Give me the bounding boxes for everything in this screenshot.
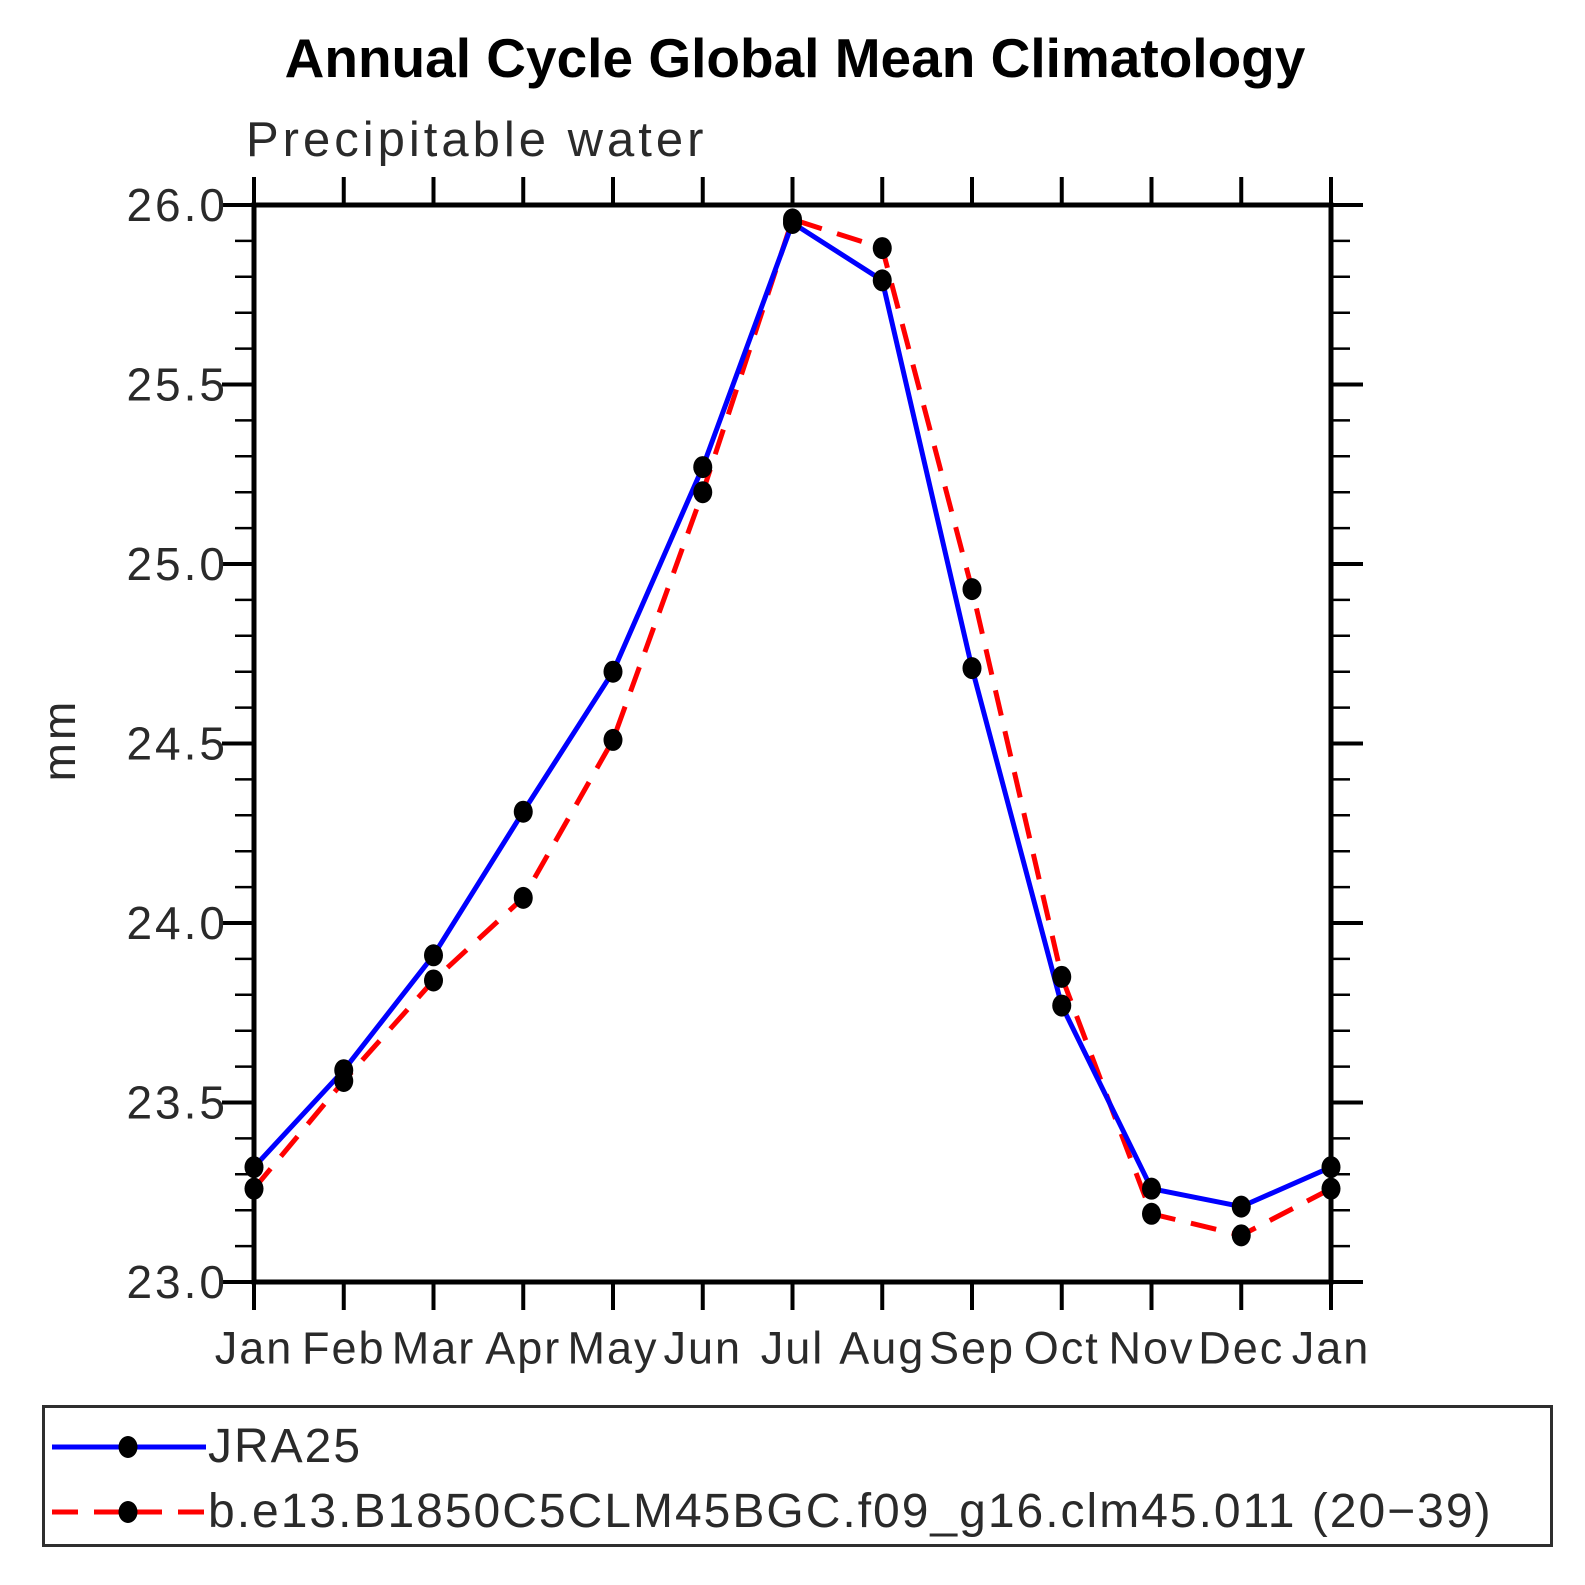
data-point-marker <box>513 886 533 909</box>
data-point-marker <box>693 481 713 504</box>
data-point-marker <box>424 944 443 967</box>
legend-marker <box>118 1501 138 1523</box>
data-point-marker <box>1321 1177 1341 1200</box>
chart-title: Annual Cycle Global Mean Climatology <box>284 27 1306 89</box>
x-axis-tick-label: Apr <box>485 1323 561 1374</box>
data-point-marker <box>334 1059 354 1082</box>
data-point-marker <box>1321 1156 1341 1179</box>
legend-label-jra25: JRA25 <box>208 1420 363 1473</box>
data-point-marker <box>1142 1202 1161 1225</box>
x-axis-tick-label: Jan <box>215 1323 294 1374</box>
y-axis-tick-label: 23.0 <box>126 1256 228 1308</box>
plot-frame <box>251 202 1334 1285</box>
legend-line-swatch-jra25 <box>52 1436 206 1458</box>
data-point-marker <box>603 660 623 683</box>
data-point-marker <box>1231 1224 1251 1247</box>
data-point-marker <box>513 800 533 823</box>
data-point-marker <box>1052 994 1072 1017</box>
series-line-jra25 <box>252 220 1333 1210</box>
legend-label-model: b.e13.B1850C5CLM45BGC.f09_g16.clm45.011 … <box>208 1485 1493 1538</box>
data-point-marker <box>693 456 713 479</box>
series-line-model <box>252 216 1333 1238</box>
x-axis-tick-label: Mar <box>392 1323 476 1374</box>
data-point-marker <box>783 211 802 234</box>
x-axis-tick-label: Jan <box>1292 1323 1371 1374</box>
y-axis-tick-label: 24.5 <box>126 718 228 770</box>
x-axis-tick-label: Nov <box>1108 1323 1194 1374</box>
x-axis-tick-label: Dec <box>1198 1323 1284 1374</box>
data-point-marker <box>1142 1177 1161 1200</box>
legend-marker <box>118 1436 138 1458</box>
x-axis-tick-label: Jun <box>663 1323 742 1374</box>
y-axis-tick-label: 24.0 <box>126 897 228 949</box>
data-point-marker <box>244 1156 264 1179</box>
data-point-marker <box>1052 965 1072 988</box>
x-axis-tick-label: Feb <box>302 1323 386 1374</box>
y-axis-tick-label: 25.0 <box>126 538 228 590</box>
data-point-marker <box>244 1177 264 1200</box>
x-axis-tick-label: Oct <box>1024 1323 1100 1374</box>
x-axis-tick-label: May <box>567 1323 658 1374</box>
data-point-marker <box>603 728 623 751</box>
x-axis-tick-label: Aug <box>839 1323 925 1374</box>
legend-line-swatch-model <box>52 1501 206 1523</box>
legend-entry-jra25: JRA25 <box>50 1420 363 1473</box>
legend: JRA25 b.e13.B1850C5CLM45BGC.f09_g16.clm4… <box>42 1405 1553 1547</box>
data-point-marker <box>872 237 892 260</box>
x-axis-tick-label: Jul <box>761 1323 825 1374</box>
y-axis-tick-label: 26.0 <box>126 179 228 231</box>
data-point-marker <box>872 269 892 292</box>
chart-subtitle: Precipitable water <box>246 113 708 167</box>
data-point-marker <box>962 657 982 680</box>
data-point-marker <box>1231 1195 1251 1218</box>
y-axis-tick-label: 23.5 <box>126 1077 228 1129</box>
y-axis-tick-label: 25.5 <box>126 359 228 411</box>
data-point-marker <box>962 578 982 601</box>
legend-entry-model: b.e13.B1850C5CLM45BGC.f09_g16.clm45.011 … <box>50 1485 1493 1538</box>
data-point-marker <box>424 969 443 992</box>
x-axis-tick-label: Sep <box>929 1323 1015 1374</box>
